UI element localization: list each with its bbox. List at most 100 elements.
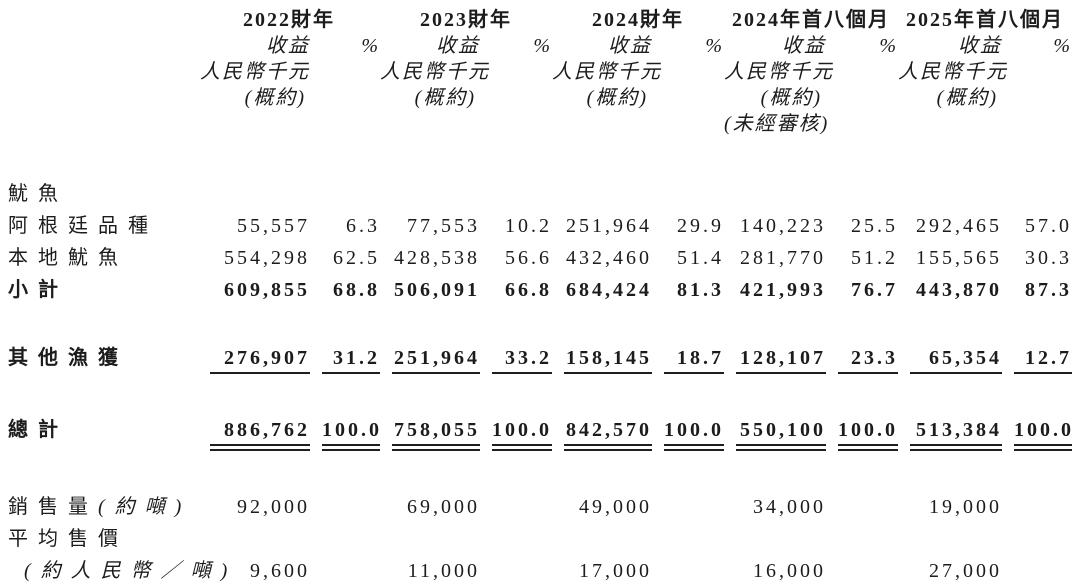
- pct-value: [310, 176, 380, 208]
- revenue-value: [724, 521, 826, 553]
- ruled-value: 251,964: [392, 348, 480, 374]
- pct-value: [310, 553, 380, 585]
- pct-value: [652, 176, 724, 208]
- table-row: 小計 609,855 68.8 506,091 66.8 684,424 81.3 421,9…: [8, 272, 1072, 304]
- table-row: 阿根廷品種 55,557 6.3 77,553 10.2 251,964 29.9 140,2…: [8, 208, 1072, 240]
- ruled-value: 100.0: [664, 420, 724, 451]
- pct-value: 100.0: [1002, 410, 1072, 451]
- pct-value: [826, 553, 898, 585]
- row-label: 總計: [8, 419, 68, 441]
- header-label-spacer: [8, 36, 198, 62]
- revenue-value: 69,000: [407, 496, 480, 518]
- header-label-spacer: [8, 88, 198, 114]
- pct-value: 68.8: [333, 279, 380, 301]
- ruled-value: 842,570: [564, 420, 652, 451]
- pct-value: [480, 521, 552, 553]
- year-header: 2024年首八個月: [732, 9, 890, 31]
- spacer-row: [8, 451, 1072, 489]
- pct-value: 51.4: [677, 247, 724, 269]
- row-label: (約人民幣／噸): [24, 560, 238, 582]
- revenue-value: 758,055: [380, 410, 480, 451]
- spacer-row: [8, 304, 1072, 338]
- pct-value: 51.2: [851, 247, 898, 269]
- pct-value: 29.9: [677, 215, 724, 237]
- percent-subheader: %: [1053, 35, 1072, 57]
- pct-value: 81.3: [677, 279, 724, 301]
- pct-value: [310, 489, 380, 521]
- ruled-value: 100.0: [838, 420, 898, 451]
- revenue-value: 140,223: [740, 215, 826, 237]
- pct-value: 31.2: [310, 338, 380, 374]
- pct-value: [826, 521, 898, 553]
- revenue-value: 16,000: [753, 560, 826, 582]
- table-row: 銷售量(約噸) 92,000 69,000 49,000 34,000 19,000: [8, 489, 1072, 521]
- revenue-value: [898, 521, 1002, 553]
- table-row: 其他漁獲 276,907 31.2 251,964 33.2 158,145 18.7 128…: [8, 338, 1072, 374]
- pct-value: 25.5: [851, 215, 898, 237]
- pct-value: 33.2: [480, 338, 552, 374]
- pct-value: 76.7: [851, 279, 898, 301]
- revenue-value: 27,000: [929, 560, 1002, 582]
- revenue-subheader: 收益: [266, 35, 310, 57]
- ruled-value: 100.0: [492, 420, 552, 451]
- pct-value: [310, 521, 380, 553]
- revenue-value: 251,964: [380, 338, 480, 374]
- revenue-value: [552, 521, 652, 553]
- header-label-spacer: [8, 114, 198, 140]
- pct-value: [1002, 553, 1072, 585]
- row-label: 平均售價: [8, 528, 128, 550]
- pct-value: 66.8: [505, 279, 552, 301]
- revenue-value: [198, 521, 310, 553]
- pct-value: 100.0: [310, 410, 380, 451]
- row-label: 銷售量(約噸): [8, 496, 192, 518]
- pct-value: [480, 553, 552, 585]
- unit-subheader: 人民幣千元: [898, 61, 1008, 83]
- revenue-value: 19,000: [929, 496, 1002, 518]
- ruled-value: 65,354: [910, 348, 1002, 374]
- revenue-value: 55,557: [237, 215, 310, 237]
- revenue-value: 281,770: [740, 247, 826, 269]
- spacer-row: [8, 374, 1072, 410]
- unit-subheader: 人民幣千元: [200, 61, 310, 83]
- unaudited-subheader: [898, 114, 1002, 140]
- revenue-subheader: 收益: [958, 35, 1002, 57]
- pct-value: [1002, 521, 1072, 553]
- table-row: 平均售價: [8, 521, 1072, 553]
- pct-value: [652, 553, 724, 585]
- pct-value: [1002, 176, 1072, 208]
- approx-subheader: (概約): [586, 87, 648, 109]
- revenue-value: 92,000: [237, 496, 310, 518]
- pct-value: 10.2: [505, 215, 552, 237]
- header-row: 2022財年 2023財年 2024財年 2024年首八個月 2025年首八個月: [8, 2, 1072, 36]
- revenue-subheader: 收益: [436, 35, 480, 57]
- percent-subheader: %: [705, 35, 724, 57]
- revenue-value: 506,091: [394, 279, 480, 301]
- spacer-cell: [8, 374, 1072, 410]
- revenue-value: 11,000: [407, 560, 480, 582]
- row-label: 魷魚: [8, 183, 68, 205]
- revenue-value: 17,000: [579, 560, 652, 582]
- spacer-cell: [8, 304, 1072, 338]
- pct-value: 12.7: [1002, 338, 1072, 374]
- table-row: 本地魷魚 554,298 62.5 428,538 56.6 432,460 51.4 281…: [8, 240, 1072, 272]
- header-label-spacer: [8, 2, 198, 36]
- pct-value: [652, 489, 724, 521]
- revenue-breakdown-table: 2022財年 2023財年 2024財年 2024年首八個月 2025年首八個月 收益% 收…: [8, 2, 1072, 585]
- approx-subheader: (概約): [936, 87, 998, 109]
- ruled-value: 513,384: [910, 420, 1002, 451]
- pct-value: 100.0: [652, 410, 724, 451]
- pct-value: 18.7: [652, 338, 724, 374]
- header-label-spacer: [8, 62, 198, 88]
- revenue-value: [552, 176, 652, 208]
- pct-value: 6.3: [346, 215, 380, 237]
- table-header: 2022財年 2023財年 2024財年 2024年首八個月 2025年首八個月 收益% 收…: [8, 2, 1072, 140]
- revenue-value: 77,553: [407, 215, 480, 237]
- ruled-value: 128,107: [736, 348, 826, 374]
- unaudited-subheader: [552, 114, 652, 140]
- percent-subheader: %: [533, 35, 552, 57]
- ruled-value: 31.2: [322, 348, 380, 374]
- header-row: 人民幣千元 人民幣千元 人民幣千元 人民幣千元 人民幣千元: [8, 62, 1072, 88]
- ruled-value: 276,907: [210, 348, 310, 374]
- row-label: 阿根廷品種: [8, 215, 158, 237]
- percent-subheader: %: [361, 35, 380, 57]
